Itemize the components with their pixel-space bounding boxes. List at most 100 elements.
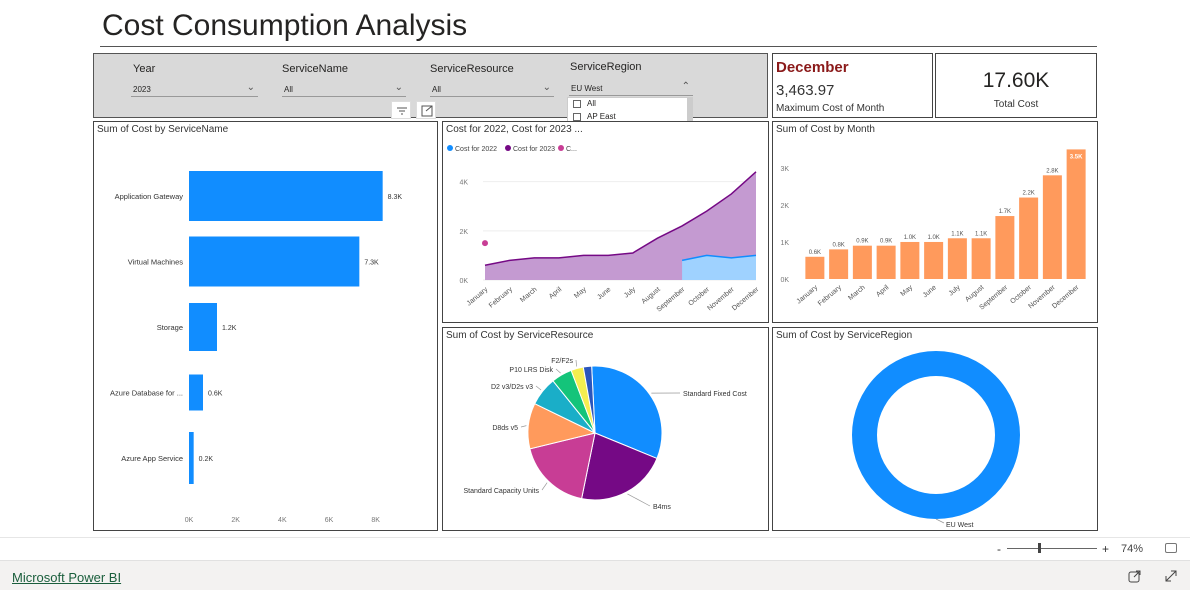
power-bi-link[interactable]: Microsoft Power BI	[12, 570, 122, 585]
bar	[189, 303, 217, 351]
bar-data-label: 1.0K	[927, 235, 939, 241]
year-chart-title: Cost for 2022, Cost for 2023 ...	[446, 124, 583, 135]
x-tick-label: May	[573, 286, 588, 300]
year-area-panel: Cost for 2022, Cost for 2023 ... Cost fo…	[442, 121, 769, 323]
x-tick-label: February	[488, 286, 514, 310]
slice-label: D2 v3/D2s v3	[491, 384, 533, 391]
serviceresource-value: All	[432, 85, 441, 94]
bar	[189, 171, 383, 221]
footer: Microsoft Power BI	[0, 560, 1190, 590]
legend-marker	[447, 145, 453, 151]
bar-category-label: Virtual Machines	[128, 258, 184, 267]
bar	[947, 238, 967, 279]
bar-data-label: 7.3K	[364, 260, 379, 267]
region-option[interactable]: All	[568, 98, 692, 111]
leader-line	[520, 425, 527, 428]
region-donut-chart: EU West	[852, 351, 1020, 529]
max-month-value: December	[776, 59, 849, 76]
y-tick-label: 2K	[780, 203, 789, 210]
pie-slice	[582, 365, 596, 434]
y-tick-label: 1K	[780, 240, 789, 247]
slice-label: D8ds v5	[492, 425, 518, 432]
legend-label: Cost for 2023	[513, 146, 555, 153]
serviceresource-dropdown[interactable]: All ⌄	[430, 82, 554, 97]
pie-slice	[529, 432, 596, 500]
legend-marker	[505, 145, 511, 151]
bar-data-label: 2.2K	[1022, 191, 1034, 197]
servicename-dropdown[interactable]: All ⌄	[282, 82, 406, 97]
title-underline	[100, 46, 1097, 47]
chevron-down-icon: ⌄	[394, 82, 403, 93]
service-bar-chart: Application Gateway 8.3K Virtual Machines 7…	[110, 171, 402, 524]
year-value: 2023	[133, 85, 151, 94]
service-bar-panel: Sum of Cost by ServiceName Application G…	[93, 121, 438, 531]
line-2023	[484, 171, 757, 266]
service-chart-title: Sum of Cost by ServiceName	[97, 124, 229, 135]
x-tick-label: January	[466, 286, 490, 308]
x-tick-label: 0K	[185, 517, 194, 524]
max-month-caption: Maximum Cost of Month	[776, 103, 885, 114]
page-title: Cost Consumption Analysis	[102, 9, 468, 42]
pie-slice	[591, 365, 663, 460]
bar-data-label: 0.2K	[199, 456, 214, 463]
bar-data-label: 0.8K	[832, 242, 844, 248]
serviceregion-dropdown[interactable]: EU West ⌃	[569, 81, 693, 96]
bar-data-label: 3.5K	[1070, 154, 1083, 160]
slice-label: F2/F2s	[551, 358, 573, 365]
expand-icon[interactable]	[1164, 569, 1178, 583]
resource-pie-chart: Standard Fixed Cost B4ms Standard Capacity…	[464, 358, 747, 511]
zoom-in-button[interactable]: +	[1102, 542, 1110, 556]
x-tick-label: April	[548, 286, 564, 301]
zoom-out-button[interactable]: -	[997, 542, 1001, 556]
y-tick-label: 0K	[459, 278, 468, 285]
region-donut-panel: Sum of Cost by ServiceRegion EU West	[772, 327, 1098, 531]
slicer-label-serviceregion: ServiceRegion	[570, 61, 642, 73]
y-tick-label: 0K	[780, 277, 789, 284]
y-tick-label: 2K	[459, 229, 468, 236]
chevron-down-icon: ⌄	[246, 82, 255, 93]
slice-label: EU West	[946, 522, 974, 529]
year-dropdown[interactable]: 2023 ⌄	[131, 82, 258, 97]
bar	[995, 216, 1015, 279]
legend-marker	[558, 145, 564, 151]
zoom-slider-thumb[interactable]	[1038, 543, 1041, 553]
x-tick-label: February	[817, 284, 843, 308]
focus-mode-icon[interactable]	[416, 101, 436, 119]
y-tick-label: 4K	[459, 180, 468, 187]
x-tick-label: December	[731, 286, 761, 313]
checkbox[interactable]	[573, 112, 581, 121]
x-tick-label: July	[948, 284, 962, 298]
year-area-chart: Cost for 2022 Cost for 2023 C... 0K 2K 4K Janu…	[447, 145, 761, 314]
bar	[1042, 175, 1062, 279]
max-month-amount: 3,463.97	[776, 82, 835, 99]
slicer-label-serviceresource: ServiceResource	[430, 63, 514, 75]
area-2022	[682, 255, 756, 280]
pie-slice	[581, 432, 658, 501]
bar-category-label: Azure Database for ...	[110, 389, 183, 398]
bar-data-label: 1.7K	[999, 209, 1011, 215]
legend-label: C...	[566, 146, 577, 153]
share-icon[interactable]	[1128, 569, 1142, 583]
x-tick-label: 6K	[325, 517, 334, 524]
month-card: December 3,463.97 Maximum Cost of Month	[772, 53, 933, 118]
bar-data-label: 0.9K	[880, 239, 892, 245]
slicer-label-year: Year	[133, 63, 156, 75]
slice-label: P10 LRS Disk	[509, 367, 553, 374]
filter-icon[interactable]	[391, 101, 411, 119]
zoom-slider[interactable]	[1007, 548, 1097, 549]
bar	[829, 249, 849, 279]
checkbox[interactable]	[573, 100, 581, 108]
servicename-value: All	[284, 85, 293, 94]
month-bar-panel: Sum of Cost by Month 0K 1K 2K 3K 0.6K January…	[772, 121, 1098, 323]
resource-chart-title: Sum of Cost by ServiceResource	[446, 330, 594, 341]
line-2022	[681, 254, 757, 262]
x-tick-label: October	[687, 286, 711, 308]
slice-label: Standard Capacity Units	[464, 488, 540, 495]
data-point	[482, 240, 488, 247]
slicer-label-servicename: ServiceName	[282, 63, 349, 75]
fit-to-page-icon[interactable]	[1165, 543, 1177, 553]
bar-data-label: 1.1K	[975, 231, 987, 237]
bar	[189, 374, 203, 411]
region-option[interactable]: AP East	[568, 111, 692, 124]
bar-data-label: 1.2K	[222, 325, 237, 332]
